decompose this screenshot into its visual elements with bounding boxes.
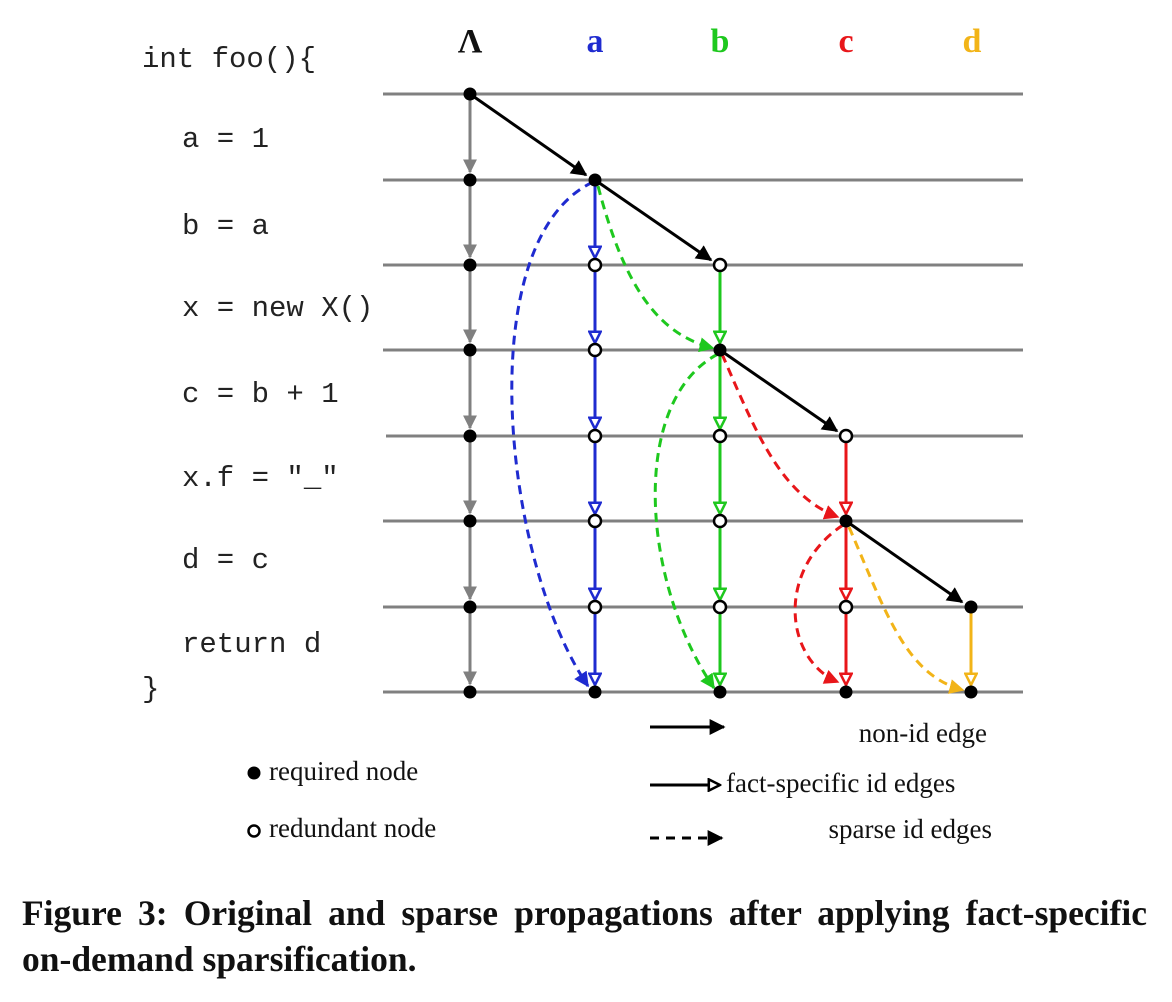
- code-line-assign-d: d = c: [182, 544, 269, 577]
- code-listing: int foo(){ a = 1 b = a x = new X() c = b…: [142, 43, 373, 706]
- legend-fact-specific-id-edges-label: fact-specific id edges: [726, 768, 955, 798]
- code-line-signature: int foo(){: [142, 43, 316, 76]
- required-node: [463, 685, 477, 699]
- column-header-b: b: [711, 23, 730, 60]
- code-line-new-x: x = new X(): [182, 292, 373, 325]
- required-node: [713, 685, 727, 699]
- non-id-edge: [594, 178, 713, 262]
- required-node: [463, 429, 477, 443]
- fact-nodes: [587, 173, 978, 699]
- code-line-close-brace: }: [142, 673, 159, 706]
- lambda-nodes: [463, 87, 477, 699]
- redundant-node: [587, 599, 603, 615]
- redundant-node: [712, 257, 728, 273]
- column-header-c: c: [838, 23, 853, 60]
- required-node: [839, 514, 853, 528]
- redundant-node: [838, 599, 854, 615]
- legend-required-node-icon: [247, 766, 261, 780]
- required-node: [463, 514, 477, 528]
- legend-redundant-node-icon: [247, 824, 261, 838]
- redundant-node: [838, 428, 854, 444]
- non-id-edges: [469, 92, 964, 604]
- column-header-lambda: Λ: [458, 23, 483, 60]
- sparse-edge-c-1: [720, 353, 840, 520]
- non-id-edge: [845, 519, 964, 604]
- redundant-node: [587, 342, 603, 358]
- legend-redundant-node-label: redundant node: [269, 813, 436, 843]
- required-node: [463, 173, 477, 187]
- required-node: [588, 685, 602, 699]
- legend-required-node-label: required node: [269, 756, 418, 786]
- column-header-d: d: [963, 23, 982, 60]
- redundant-node: [712, 428, 728, 444]
- figure-caption: Figure 3: Original and sparse propagatio…: [22, 893, 1147, 979]
- column-headers: Λ a b c d: [458, 23, 982, 60]
- sparse-edge-c-2: [793, 523, 844, 684]
- statement-lines: [383, 92, 1023, 694]
- legend-non-id-edge-label: non-id edge: [859, 718, 987, 748]
- required-node: [463, 343, 477, 357]
- code-line-field-store: x.f = "_": [182, 462, 339, 495]
- code-line-return: return d: [182, 628, 321, 661]
- sparse-edge-a: [510, 180, 594, 688]
- legend-sparse-id-edges-label: sparse id edges: [829, 814, 992, 844]
- redundant-node: [712, 599, 728, 615]
- legend: required node redundant node non-id edge…: [247, 718, 992, 846]
- required-node: [463, 600, 477, 614]
- non-id-edge: [719, 348, 839, 433]
- required-node: [839, 685, 853, 699]
- redundant-node: [587, 513, 603, 529]
- required-node: [588, 173, 602, 187]
- column-header-a: a: [587, 23, 604, 60]
- redundant-node: [587, 428, 603, 444]
- sparse-edge-b-1: [596, 185, 715, 353]
- required-node: [463, 258, 477, 272]
- code-line-assign-a: a = 1: [182, 123, 269, 156]
- non-id-edge: [469, 92, 588, 177]
- required-node: [713, 343, 727, 357]
- redundant-node: [587, 257, 603, 273]
- sparse-edges: [510, 180, 965, 694]
- sparse-edge-d: [847, 526, 965, 694]
- redundant-node: [712, 513, 728, 529]
- code-line-assign-c: c = b + 1: [182, 378, 339, 411]
- code-line-assign-b: b = a: [182, 210, 269, 243]
- required-node: [463, 87, 477, 101]
- required-node: [964, 685, 978, 699]
- required-node: [964, 600, 978, 614]
